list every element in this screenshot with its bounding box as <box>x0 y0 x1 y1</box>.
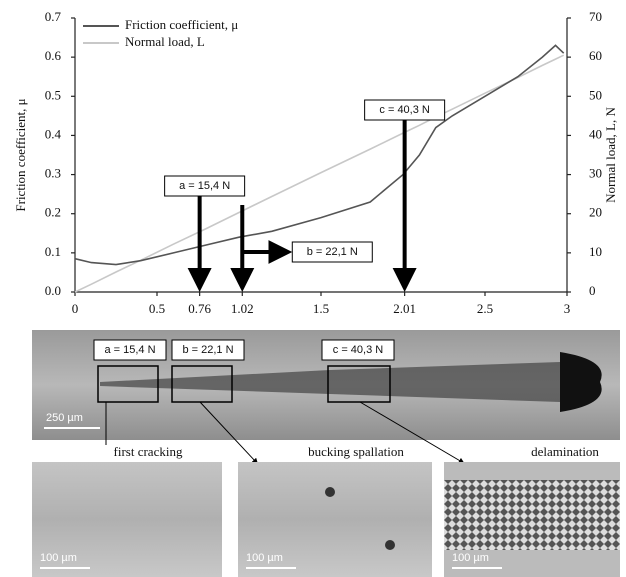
y2-tick-label: 60 <box>589 48 602 63</box>
y2-tick-label: 50 <box>589 87 602 102</box>
y-tick-label: 0.3 <box>45 166 61 181</box>
panel-caption: first cracking <box>114 444 183 459</box>
y2-tick-label: 30 <box>589 166 602 181</box>
panel-caption: delamination <box>531 444 599 459</box>
y2-tick-label: 40 <box>589 126 602 141</box>
scale-bar: 100 µm <box>452 552 489 564</box>
x-tick-label: 0.5 <box>149 301 165 316</box>
y-tick-label: 0.4 <box>45 126 62 141</box>
x-tick-label: 2.5 <box>477 301 493 316</box>
data-line <box>74 44 565 266</box>
scale-bar: 100 µm <box>246 552 283 564</box>
annotation: b = 22,1 N <box>307 246 358 258</box>
legend-label: Friction coefficient, μ <box>125 17 238 32</box>
y-tick-label: 0.0 <box>45 283 61 298</box>
y-tick-label: 0.5 <box>45 87 61 102</box>
y2-tick-label: 70 <box>589 9 602 24</box>
overview-label: c = 40,3 N <box>333 344 384 356</box>
y-tick-label: 0.1 <box>45 244 61 259</box>
legend-label: Normal load, L <box>125 34 205 49</box>
panel-caption: bucking spallation <box>308 444 404 459</box>
overview-labels <box>93 339 395 361</box>
x-tick-label: 1.5 <box>313 301 329 316</box>
y-tick-label: 0.6 <box>45 48 62 63</box>
annotation-box <box>164 175 246 197</box>
x-tick-label: 0 <box>72 301 79 316</box>
plot: 0.00.10.20.30.40.50.60.70102030405060700… <box>45 9 602 316</box>
scale-bar: 250 µm <box>46 412 83 424</box>
y-tick-label: 0.7 <box>45 9 62 24</box>
annotation: a = 15,4 N <box>179 180 230 192</box>
overview-label: b = 22,1 N <box>182 344 233 356</box>
y2-axis-label: Normal load, L, N <box>603 107 618 203</box>
x-tick-label: 0.76 <box>188 301 211 316</box>
y2-tick-label: 0 <box>589 283 596 298</box>
annotation-box <box>291 241 373 263</box>
y-axis-label: Friction coefficient, μ <box>13 98 28 211</box>
y2-tick-label: 10 <box>589 244 602 259</box>
y-tick-label: 0.2 <box>45 205 61 220</box>
overview-label: a = 15,4 N <box>104 344 155 356</box>
y2-tick-label: 20 <box>589 205 602 220</box>
x-tick-label: 2.01 <box>393 301 416 316</box>
micrograph-panels <box>32 445 620 577</box>
x-tick-label: 3 <box>564 301 571 316</box>
annotation: c = 40,3 N <box>379 104 430 116</box>
scale-bar: 100 µm <box>40 552 77 564</box>
x-tick-label: 1.02 <box>231 301 254 316</box>
